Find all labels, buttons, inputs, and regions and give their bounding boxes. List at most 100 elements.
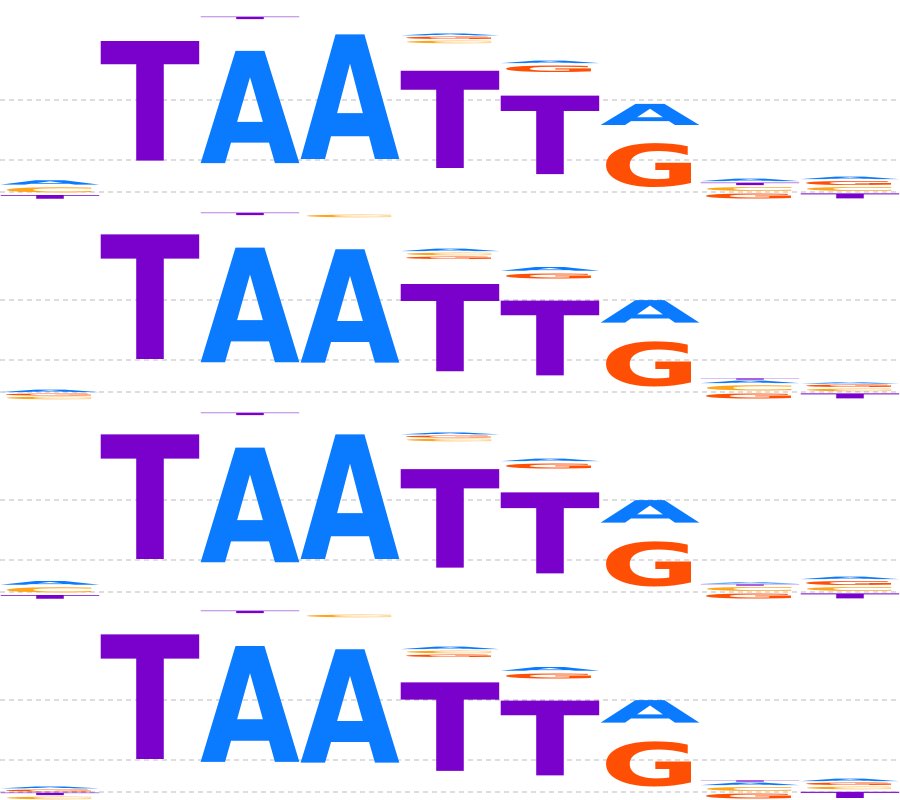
logo-letter-t: T	[400, 260, 500, 400]
logo-letter-g: G	[700, 192, 800, 200]
logo-letter-c: C	[800, 786, 900, 790]
logo-letter-g: G	[400, 654, 500, 658]
logo-panel	[0, 499, 900, 593]
logo-letter-g: G	[700, 592, 800, 600]
logo-letter-g: G	[800, 782, 900, 786]
logo-letter-a: A	[800, 176, 900, 180]
logo-letter-t: T	[0, 594, 100, 600]
logo-letter-g: G	[600, 330, 700, 400]
logo-letter-c: C	[700, 586, 800, 592]
logo-letter-t: T	[100, 200, 200, 400]
logo-letter-t: T	[700, 780, 800, 782]
logo-letter-a: A	[500, 60, 600, 64]
logo-letter-c: C	[0, 396, 100, 400]
logo-letter-c: C	[300, 614, 400, 618]
logo-letter-a: A	[200, 20, 300, 200]
logo-letter-c: C	[700, 786, 800, 792]
logo-letter-c: C	[400, 438, 500, 442]
logo-letter-a: A	[300, 400, 400, 600]
logo-letter-a: A	[300, 0, 400, 200]
logo-letter-t: T	[800, 790, 900, 800]
logo-letter-g: G	[400, 36, 500, 40]
logo-letter-g: G	[700, 792, 800, 800]
logo-letter-a: A	[600, 98, 700, 132]
logo-letter-a: A	[0, 179, 100, 186]
logo-letter-g: G	[0, 393, 100, 396]
logo-letter-c: C	[800, 186, 900, 192]
logo-letter-a: A	[400, 33, 500, 36]
logo-letter-a: A	[600, 294, 700, 330]
logo-letter-a: A	[400, 248, 500, 252]
logo-letter-t: T	[200, 16, 300, 20]
logo-letter-a: A	[600, 694, 700, 730]
logo-letter-t: T	[500, 75, 600, 200]
logo-letter-t: T	[800, 192, 900, 200]
logo-letter-a: A	[700, 178, 800, 182]
logo-letter-a: A	[600, 494, 700, 530]
logo-letter-t: T	[200, 412, 300, 416]
logo-letter-g: G	[500, 272, 600, 280]
logo-letter-g: G	[0, 789, 100, 792]
logo-letter-a: A	[200, 216, 300, 400]
logo-letter-c: C	[0, 186, 100, 194]
logo-letter-a: A	[400, 432, 500, 435]
logo-letter-t: T	[800, 392, 900, 400]
logo-letter-g: G	[400, 256, 500, 260]
logo-letter-t: T	[100, 600, 200, 800]
logo-letter-t: T	[800, 592, 900, 600]
logo-letter-g: G	[800, 180, 900, 186]
logo-letter-t: T	[0, 792, 100, 796]
logo-letter-a: A	[700, 782, 800, 786]
logo-letter-a: A	[500, 266, 600, 272]
logo-letter-g: G	[600, 132, 700, 200]
logo-letter-g: G	[600, 730, 700, 800]
logo-letter-g: G	[500, 672, 600, 680]
logo-letter-c: C	[400, 252, 500, 256]
logo-letter-t: T	[200, 212, 300, 216]
logo-panel	[0, 299, 900, 393]
logo-letter-c: C	[300, 214, 400, 218]
logo-letter-g: G	[500, 64, 600, 74]
logo-letter-c: C	[700, 186, 800, 192]
logo-letter-a: A	[500, 666, 600, 672]
logo-letter-a: A	[0, 786, 100, 789]
logo-letter-a: A	[700, 380, 800, 384]
logo-letter-t: T	[500, 681, 600, 800]
logo-letter-t: T	[500, 281, 600, 400]
logo-letter-t: T	[400, 443, 500, 600]
logo-letter-c: C	[0, 796, 100, 800]
logo-letter-g: G	[800, 580, 900, 586]
logo-letter-t: T	[100, 9, 200, 200]
logo-letter-a: A	[700, 582, 800, 584]
logo-letter-t: T	[400, 45, 500, 200]
logo-letter-a: A	[500, 458, 600, 462]
logo-letter-t: T	[700, 584, 800, 586]
logo-panel	[0, 699, 900, 793]
logo-letter-t: T	[200, 610, 300, 614]
logo-letter-c: C	[0, 586, 100, 594]
logo-letter-g: G	[700, 392, 800, 400]
logo-letter-a: A	[300, 618, 400, 800]
logo-letter-a: A	[300, 218, 400, 400]
logo-letter-t: T	[700, 182, 800, 186]
logo-letter-g: G	[600, 530, 700, 600]
logo-letter-t: T	[400, 658, 500, 800]
logo-letter-a: A	[0, 389, 100, 393]
logo-letter-c: C	[800, 388, 900, 392]
logo-letter-a: A	[800, 382, 900, 384]
logo-letter-a: A	[800, 778, 900, 782]
logo-letter-g: G	[800, 384, 900, 388]
logo-letter-a: A	[400, 646, 500, 650]
logo-letter-t: T	[100, 400, 200, 600]
logo-letter-c: C	[800, 586, 900, 592]
logo-letter-t: T	[700, 378, 800, 380]
logo-letter-a: A	[200, 416, 300, 600]
logo-letter-a: A	[800, 576, 900, 580]
logo-letter-c: C	[400, 40, 500, 44]
logo-letter-c: C	[700, 384, 800, 392]
logo-letter-a: A	[0, 580, 100, 586]
logo-letter-g: G	[500, 462, 600, 470]
logo-letter-c: C	[400, 650, 500, 654]
logo-letter-a: A	[200, 616, 300, 800]
